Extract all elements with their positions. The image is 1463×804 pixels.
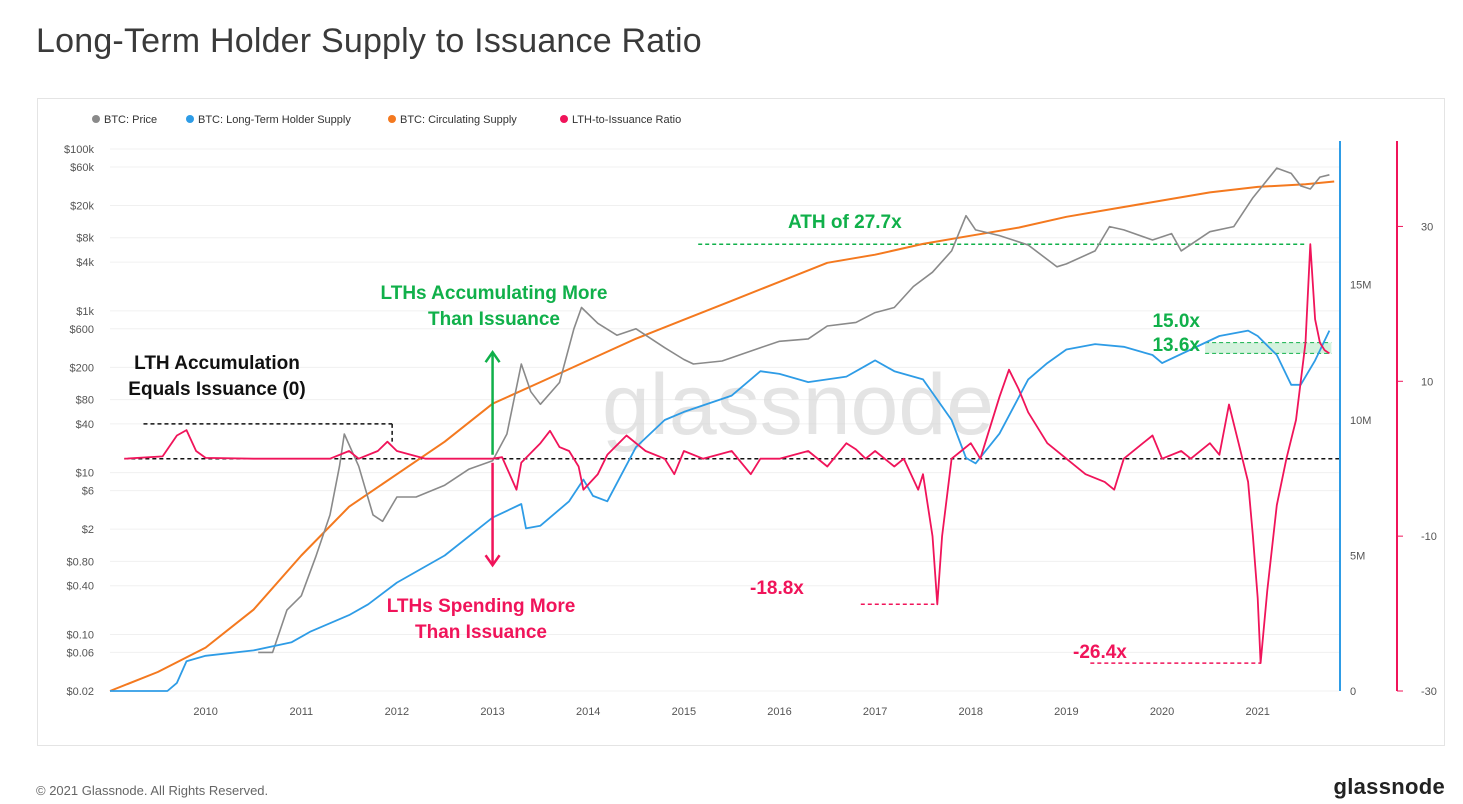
chart-svg: BTC: Price BTC: Long-Term Holder Supply BT… xyxy=(64,114,1437,718)
supply-tick-label: 10M xyxy=(1350,415,1371,427)
axes: $100k $60k $20k $8k $4k $1k $600 $200 $80 $40 $10 $… xyxy=(64,141,1437,718)
ratio-tick-label: 10 xyxy=(1421,376,1433,388)
legend-marker xyxy=(92,115,100,123)
supply-tick-label: 0 xyxy=(1350,686,1356,698)
series xyxy=(109,167,1335,692)
x-tick-label: 2019 xyxy=(1054,706,1078,718)
annotation-spending-line2: Than Issuance xyxy=(415,622,547,643)
annotation-spending-line1: LTHs Spending More xyxy=(387,596,576,617)
y-tick-label: $0.10 xyxy=(66,629,94,641)
y-tick-label: $2 xyxy=(82,524,94,536)
chart-panel: BTC: Price BTC: Long-Term Holder Supply BT… xyxy=(37,98,1445,746)
y-tick-label: $0.40 xyxy=(66,581,94,593)
legend-item[interactable]: BTC: Circulating Supply xyxy=(400,114,517,126)
page-title: Long-Term Holder Supply to Issuance Rati… xyxy=(36,22,702,60)
ratio-tick-label: -10 xyxy=(1421,531,1437,543)
glassnode-logo: glassnode xyxy=(1333,774,1445,799)
x-tick-label: 2021 xyxy=(1245,706,1269,718)
y-tick-label: $0.02 xyxy=(66,686,94,698)
y-tick-label: $0.80 xyxy=(66,556,94,568)
y-tick-label: $1k xyxy=(76,306,94,318)
y-tick-label: $600 xyxy=(70,324,94,336)
series-line xyxy=(109,180,1335,692)
x-tick-label: 2010 xyxy=(193,706,217,718)
x-tick-label: 2011 xyxy=(289,706,313,718)
legend-item[interactable]: LTH-to-Issuance Ratio xyxy=(572,114,681,126)
series-line xyxy=(258,167,1330,654)
annotation-accumulating-line2: Than Issuance xyxy=(428,309,560,330)
legend[interactable]: BTC: Price BTC: Long-Term Holder Supply BT… xyxy=(92,114,681,126)
supply-tick-label: 5M xyxy=(1350,551,1365,563)
annotation-equals-line1: LTH Accumulation xyxy=(134,353,300,374)
supply-tick-label: 15M xyxy=(1350,280,1371,292)
x-tick-label: 2015 xyxy=(672,706,696,718)
y-tick-label: $0.06 xyxy=(66,647,94,659)
annotation-low-2: -26.4x xyxy=(1073,642,1127,663)
legend-item[interactable]: BTC: Long-Term Holder Supply xyxy=(198,114,351,126)
series-line xyxy=(124,243,1330,664)
y-tick-label: $4k xyxy=(76,257,94,269)
ratio-tick-label: 30 xyxy=(1421,221,1433,233)
x-tick-label: 2012 xyxy=(385,706,409,718)
y-tick-label: $40 xyxy=(76,419,94,431)
up-arrow-head xyxy=(484,350,501,363)
ratio-tick-label: -30 xyxy=(1421,686,1437,698)
annotation-equals-line2: Equals Issuance (0) xyxy=(128,379,305,400)
grid xyxy=(110,148,1339,692)
y-tick-label: $60k xyxy=(70,162,94,174)
annotation-ath: ATH of 27.7x xyxy=(788,212,902,233)
x-tick-label: 2018 xyxy=(959,706,983,718)
legend-marker xyxy=(186,115,194,123)
y-tick-label: $8k xyxy=(76,233,94,245)
annotation-low-1: -18.8x xyxy=(750,578,804,599)
x-tick-label: 2017 xyxy=(863,706,887,718)
current-band xyxy=(1205,342,1332,354)
x-tick-label: 2013 xyxy=(480,706,504,718)
annotation-current-low: 13.6x xyxy=(1152,335,1200,356)
x-tick-label: 2016 xyxy=(767,706,791,718)
watermark-text: glassnode xyxy=(602,357,994,453)
reference-lines xyxy=(124,243,1339,664)
legend-marker xyxy=(388,115,396,123)
annotations: LTHs Accumulating More Than Issuance LTHs … xyxy=(128,212,1200,663)
copyright-text: © 2021 Glassnode. All Rights Reserved. xyxy=(36,783,269,798)
y-tick-label: $6 xyxy=(82,486,94,498)
y-tick-label: $80 xyxy=(76,395,94,407)
y-tick-label: $10 xyxy=(76,468,94,480)
annotation-current-high: 15.0x xyxy=(1152,311,1200,332)
x-tick-label: 2014 xyxy=(576,706,600,718)
y-tick-label: $100k xyxy=(64,144,94,156)
y-tick-label: $200 xyxy=(70,362,94,374)
y-tick-label: $20k xyxy=(70,201,94,213)
down-arrow-head xyxy=(484,554,501,568)
legend-marker xyxy=(560,115,568,123)
annotation-accumulating-line1: LTHs Accumulating More xyxy=(381,283,608,304)
x-tick-label: 2020 xyxy=(1150,706,1174,718)
legend-item[interactable]: BTC: Price xyxy=(104,114,157,126)
series-line xyxy=(110,329,1331,692)
